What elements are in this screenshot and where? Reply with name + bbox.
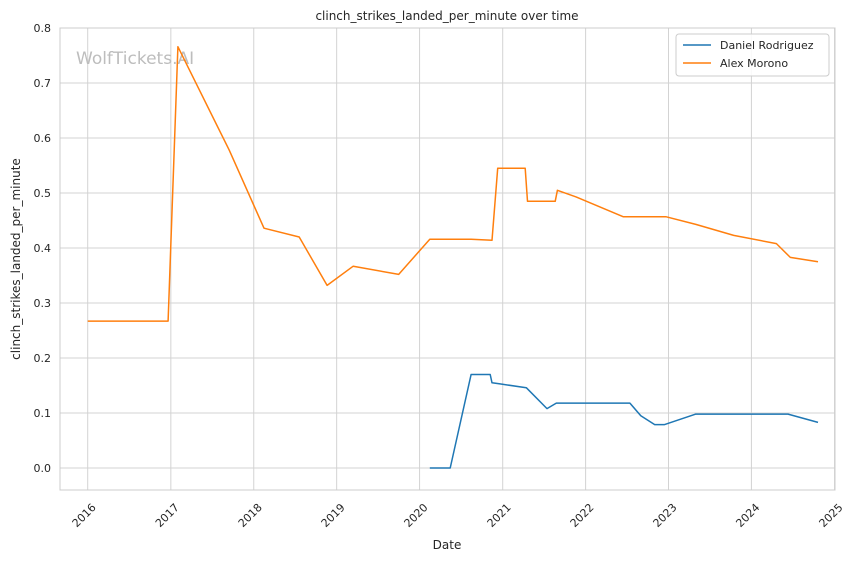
x-tick-label: 2023: [651, 501, 680, 530]
y-tick-label: 0.1: [34, 407, 52, 420]
watermark: WolfTickets.AI: [76, 49, 194, 69]
y-tick-label: 0.8: [34, 22, 52, 35]
plot-area-frame: [59, 27, 836, 491]
x-tick-label: 2020: [402, 501, 431, 530]
y-axis-title: clinch_strikes_landed_per_minute: [9, 158, 23, 360]
legend-label-alex-morono: Alex Morono: [720, 57, 788, 70]
y-tick-label: 0.0: [34, 462, 52, 475]
series-line-daniel-rodriguez: [429, 373, 819, 469]
x-tick-label: 2022: [568, 501, 597, 530]
x-tick-label: 2019: [319, 501, 348, 530]
grid-layer: [60, 27, 836, 490]
series-line-alex-morono: [87, 45, 819, 322]
x-tick-label: 2021: [485, 501, 514, 530]
y-tick-label: 0.7: [34, 77, 52, 90]
x-tick-label: 2016: [70, 501, 99, 530]
x-tick-label: 2024: [733, 501, 762, 530]
y-tick-label: 0.5: [34, 187, 52, 200]
x-tick-labels: 2016 2017 2018 2019 2020 2021 2022 2023 2024 2025: [70, 501, 844, 530]
y-tick-label: 0.4: [34, 242, 52, 255]
x-axis-title: Date: [433, 538, 462, 552]
x-tick-label: 2025: [817, 501, 844, 530]
y-tick-labels: 0.0 0.1 0.2 0.3 0.4 0.5 0.6 0.7 0.8: [34, 22, 52, 475]
y-tick-label: 0.2: [34, 352, 52, 365]
x-tick-label: 2017: [153, 501, 182, 530]
x-tick-label: 2018: [236, 501, 265, 530]
y-tick-label: 0.6: [34, 132, 52, 145]
legend: Daniel Rodriguez Alex Morono: [675, 33, 830, 77]
y-tick-label: 0.3: [34, 297, 52, 310]
chart-title: clinch_strikes_landed_per_minute over ti…: [315, 9, 578, 23]
legend-label-daniel-rodriguez: Daniel Rodriguez: [720, 39, 814, 52]
series-layer: [87, 45, 819, 469]
legend-box: [675, 33, 830, 77]
